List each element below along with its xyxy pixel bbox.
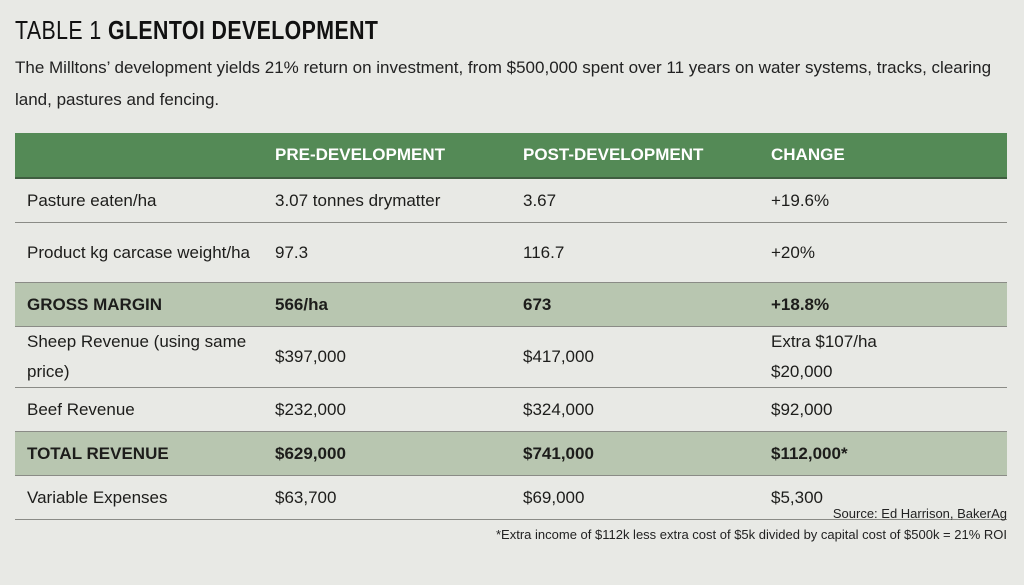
cell: 3.07 tonnes drymatter (263, 178, 511, 223)
table-subtitle: The Milltons’ development yields 21% ret… (15, 58, 992, 109)
data-table: PRE-DEVELOPMENT POST-DEVELOPMENT CHANGE … (15, 133, 1007, 520)
header-cell (15, 133, 263, 179)
footnote: *Extra income of $112k less extra cost o… (496, 527, 1007, 542)
table-row: Variable Expenses $63,700 $69,000 $5,300 (15, 475, 1007, 520)
header-row: PRE-DEVELOPMENT POST-DEVELOPMENT CHANGE (15, 133, 1007, 179)
table-number: TABLE 1 (15, 15, 102, 45)
table-row-highlight: TOTAL REVENUE $629,000 $741,000 $112,000… (15, 431, 1007, 476)
cell: $629,000 (263, 431, 511, 476)
row-label: Variable Expenses (15, 475, 263, 520)
header-cell: PRE-DEVELOPMENT (263, 133, 511, 179)
cell: $69,000 (511, 475, 759, 520)
cell: +18.8% (759, 282, 1007, 327)
table-title: TABLE 1 GLENTOI DEVELOPMENT (15, 15, 378, 46)
table-title-main: GLENTOI DEVELOPMENT (107, 15, 379, 45)
row-label: Sheep Revenue (using same price) (15, 326, 263, 388)
cell: $112,000* (759, 431, 1007, 476)
cell: $741,000 (511, 431, 759, 476)
cell: $324,000 (511, 387, 759, 432)
cell: $5,300 (759, 475, 1007, 520)
header-cell: CHANGE (759, 133, 1007, 179)
row-label: Pasture eaten/ha (15, 178, 263, 223)
cell: 3.67 (511, 178, 759, 223)
cell: $92,000 (759, 387, 1007, 432)
header-cell: POST-DEVELOPMENT (511, 133, 759, 179)
source-note: Source: Ed Harrison, BakerAg (832, 506, 1007, 521)
row-label: Product kg carcase weight/ha (15, 222, 263, 283)
table-row: Beef Revenue $232,000 $324,000 $92,000 (15, 387, 1007, 432)
cell: 97.3 (263, 222, 511, 283)
row-label: GROSS MARGIN (15, 282, 263, 327)
cell: +19.6% (759, 178, 1007, 223)
row-label: Beef Revenue (15, 387, 263, 432)
table-row-highlight: GROSS MARGIN 566/ha 673 +18.8% (15, 282, 1007, 327)
cell: +20% (759, 222, 1007, 283)
cell: Extra $107/ha $20,000 (759, 326, 1007, 388)
table-row: Pasture eaten/ha 3.07 tonnes drymatter 3… (15, 178, 1007, 223)
cell: $397,000 (263, 326, 511, 388)
cell: $232,000 (263, 387, 511, 432)
table-row: Sheep Revenue (using same price) $397,00… (15, 326, 1007, 388)
cell: $63,700 (263, 475, 511, 520)
cell: 673 (511, 282, 759, 327)
table-row: Product kg carcase weight/ha 97.3 116.7 … (15, 222, 1007, 283)
cell: $417,000 (511, 326, 759, 388)
cell: 116.7 (511, 222, 759, 283)
cell: 566/ha (263, 282, 511, 327)
row-label: TOTAL REVENUE (15, 431, 263, 476)
